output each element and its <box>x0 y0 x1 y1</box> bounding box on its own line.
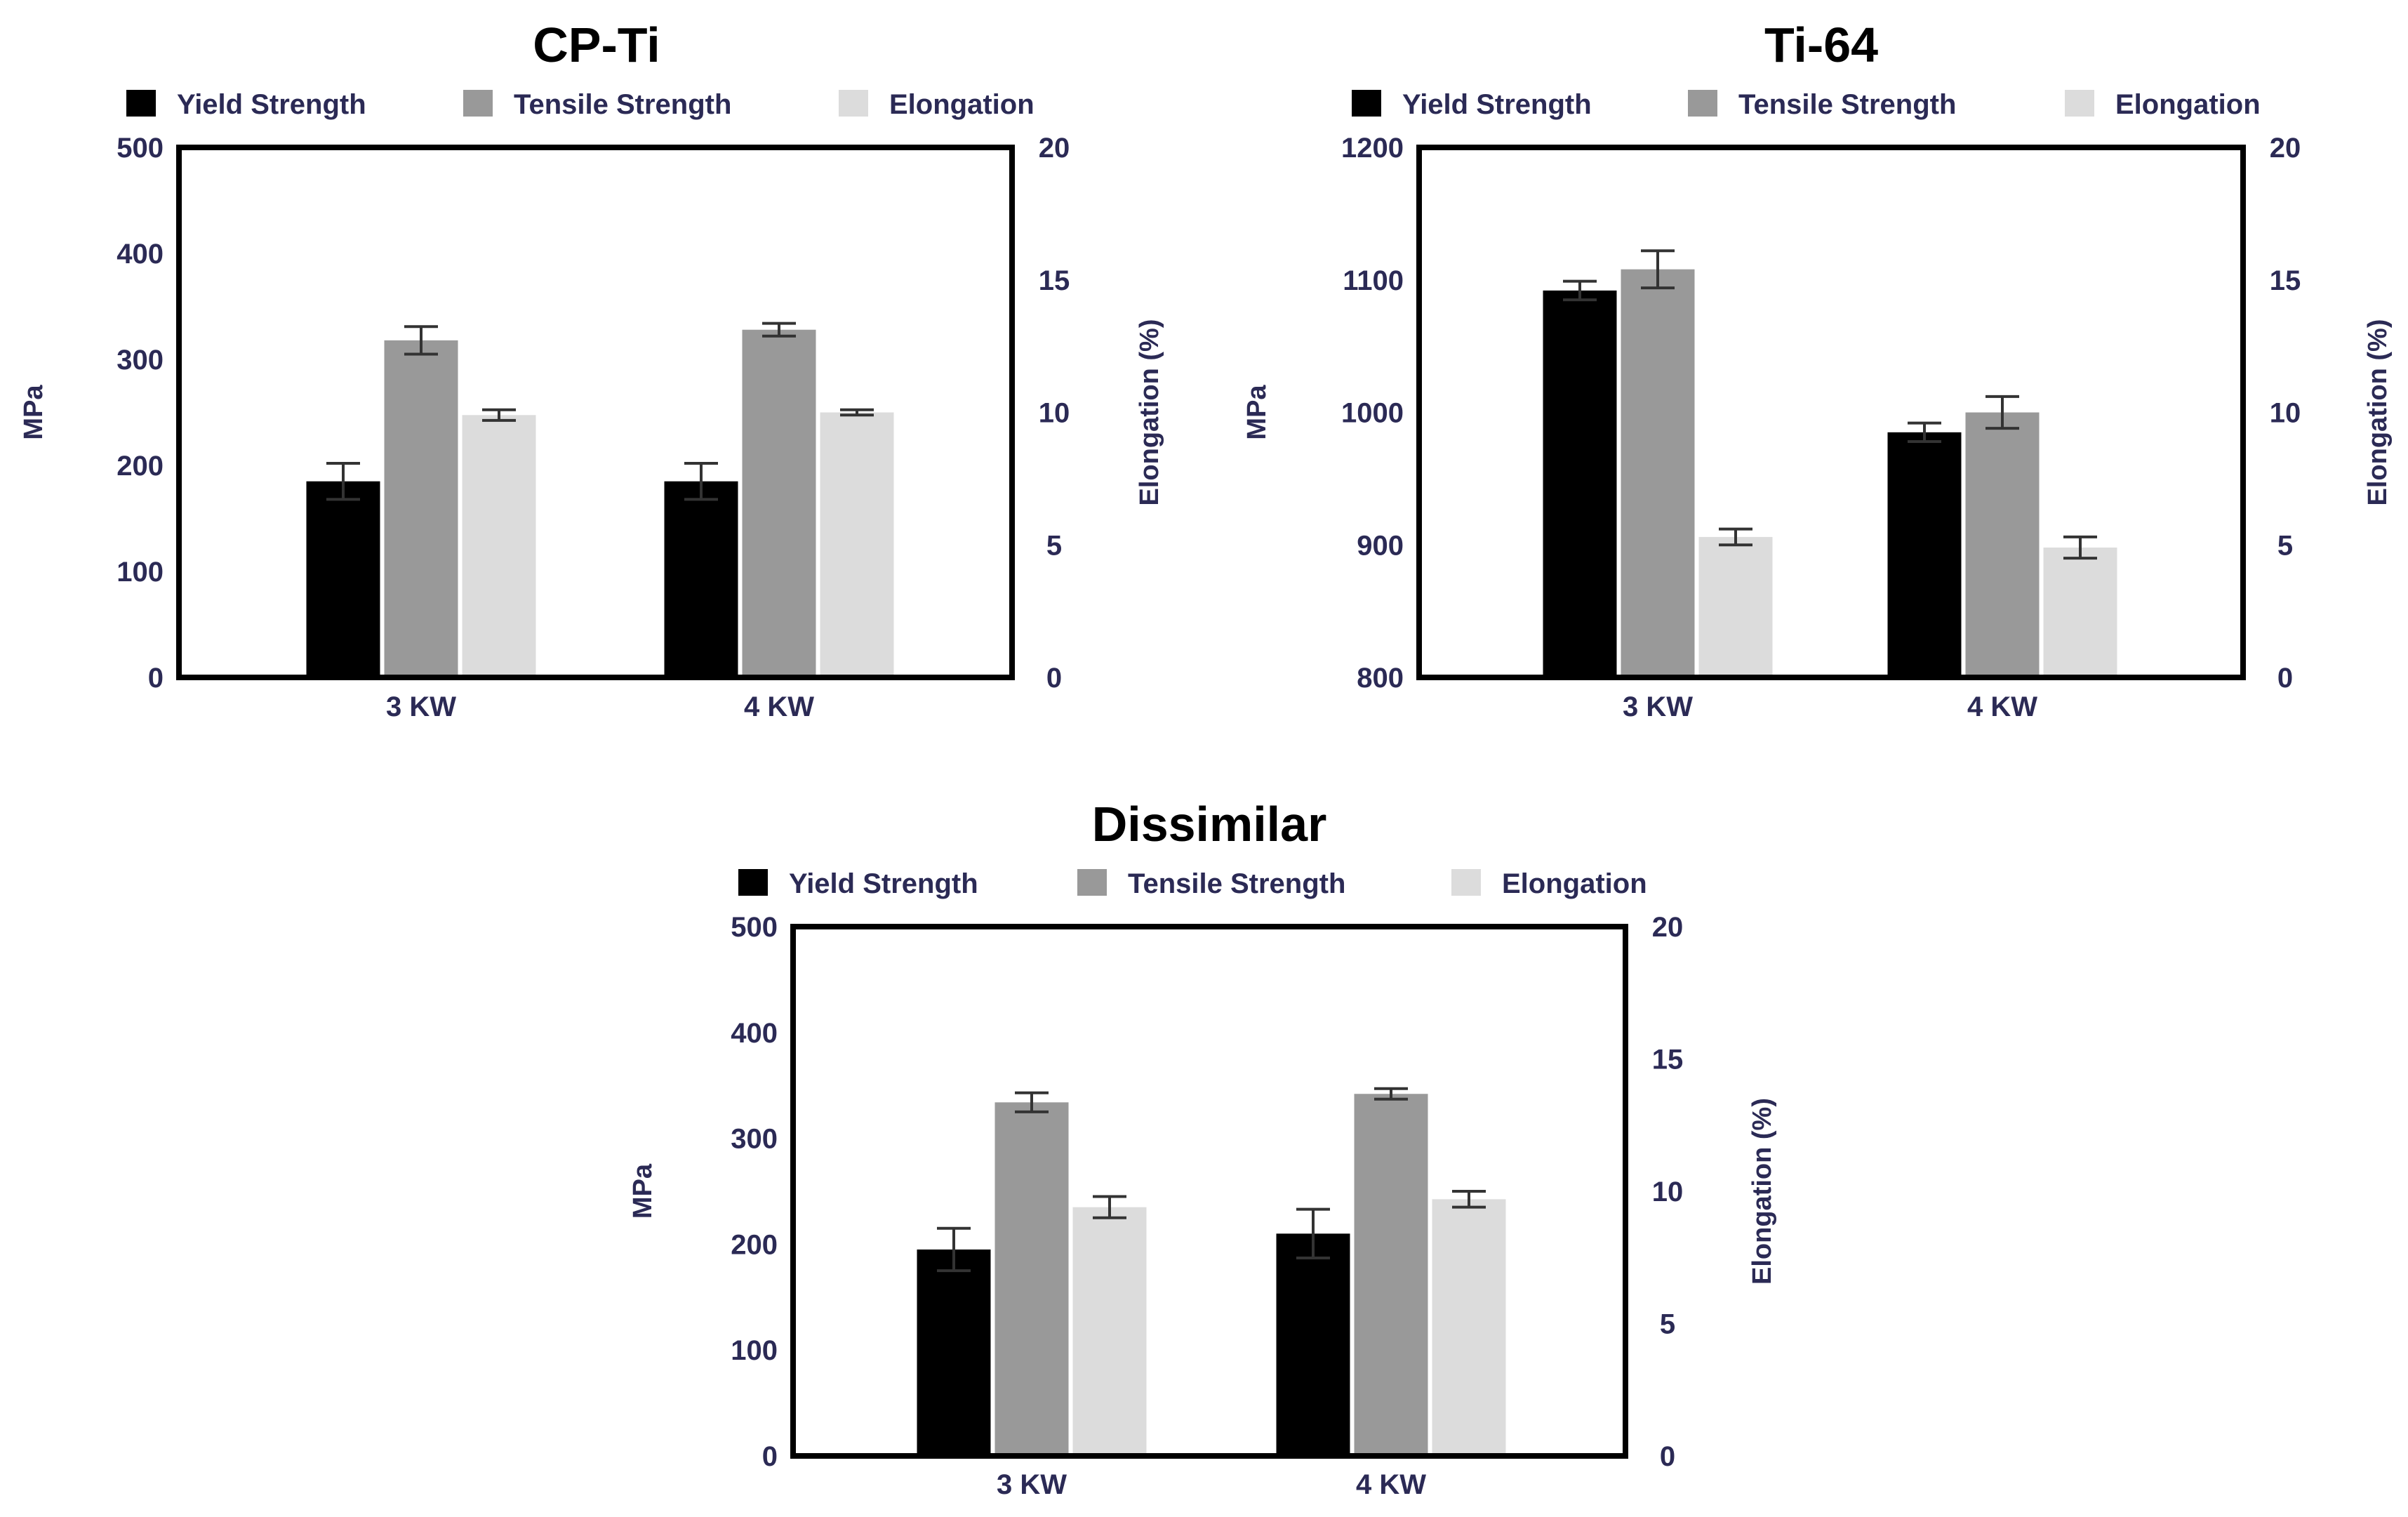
bar-tensile-3kw <box>995 1102 1069 1456</box>
y2-tick-label: 15 <box>2270 265 2301 296</box>
bar-elongation-3kw <box>462 415 536 677</box>
bar-tensile-4kw <box>742 329 816 677</box>
legend-swatch-tensile <box>463 90 493 117</box>
bar-elongation-4kw <box>2043 548 2117 677</box>
y2-tick-label: 20 <box>2270 133 2301 164</box>
chart-dissimilar: Dissimilar Yield Strength Tensile Strength… <box>628 797 1777 1500</box>
bar-yield-4kw <box>1276 1233 1350 1456</box>
legend-label-elongation: Elongation <box>889 89 1035 120</box>
chart-title: Ti-64 <box>1764 18 1878 72</box>
category-label: 4 KW <box>744 691 814 722</box>
category-label: 3 KW <box>1623 691 1693 722</box>
chart-cp-ti: CP-Ti Yield Strength Tensile Strength Elong… <box>19 18 1164 722</box>
y-tick-label: 500 <box>117 133 164 164</box>
y2-tick-label: 5 <box>2277 530 2293 561</box>
y-tick-label: 1200 <box>1341 133 1404 164</box>
legend-swatch-yield <box>738 869 768 896</box>
bar-yield-4kw <box>664 481 738 677</box>
bar-yield-3kw <box>1543 290 1617 678</box>
y-tick-label: 400 <box>117 239 164 270</box>
bar-elongation-4kw <box>820 412 894 677</box>
y2-tick-label: 10 <box>2270 398 2301 429</box>
bar-tensile-3kw <box>384 340 458 677</box>
chart-title: CP-Ti <box>533 18 660 72</box>
legend-label-elongation: Elongation <box>1502 868 1647 899</box>
y-tick-label: 900 <box>1357 530 1404 561</box>
legend-swatch-tensile <box>1077 869 1107 896</box>
y2-tick-label: 15 <box>1652 1045 1684 1075</box>
category-label: 3 KW <box>997 1469 1067 1500</box>
y2-tick-label: 15 <box>1039 265 1070 296</box>
y-tick-label: 200 <box>731 1229 778 1260</box>
y-tick-label: 1100 <box>1343 265 1404 296</box>
bar-tensile-4kw <box>1354 1094 1428 1456</box>
y2-axis-label: Elongation (%) <box>2363 319 2393 506</box>
y2-tick-label: 5 <box>1046 530 1062 561</box>
chart-title: Dissimilar <box>1092 797 1327 852</box>
y2-tick-label: 0 <box>1660 1441 1675 1472</box>
legend-label-yield: Yield Strength <box>789 868 978 899</box>
y-axis-label: MPa <box>628 1163 658 1219</box>
y-tick-label: 200 <box>117 451 164 482</box>
y2-axis-label: Elongation (%) <box>1135 319 1164 506</box>
bar-yield-3kw <box>306 481 380 677</box>
y-axis-label: MPa <box>1242 385 1272 440</box>
bar-elongation-3kw <box>1698 536 1773 677</box>
y2-tick-label: 10 <box>1039 398 1070 429</box>
y2-tick-label: 10 <box>1652 1177 1684 1207</box>
y2-tick-label: 5 <box>1660 1309 1675 1340</box>
y2-axis-label: Elongation (%) <box>1748 1098 1777 1285</box>
bar-yield-3kw <box>917 1249 991 1456</box>
y-tick-label: 800 <box>1357 663 1404 694</box>
y-tick-label: 0 <box>148 663 164 694</box>
legend-label-yield: Yield Strength <box>1402 89 1592 120</box>
legend-swatch-yield <box>1352 90 1381 117</box>
legend-swatch-elongation <box>1451 869 1481 896</box>
legend-swatch-elongation <box>839 90 868 117</box>
legend-label-yield: Yield Strength <box>177 89 366 120</box>
legend-label-elongation: Elongation <box>2115 89 2261 120</box>
y-tick-label: 500 <box>731 912 778 943</box>
legend-label-tensile: Tensile Strength <box>514 89 731 120</box>
chart-ti-64: Ti-64 Yield Strength Tensile Strength Elong… <box>1242 18 2393 722</box>
y2-tick-label: 0 <box>2277 663 2293 694</box>
y2-tick-label: 20 <box>1652 912 1684 943</box>
bar-elongation-4kw <box>1432 1199 1506 1456</box>
y-tick-label: 1000 <box>1341 398 1404 429</box>
bar-tensile-3kw <box>1621 269 1695 677</box>
plot-frame <box>176 145 1015 680</box>
y-tick-label: 300 <box>731 1124 778 1155</box>
y2-tick-label: 20 <box>1039 133 1070 164</box>
y-axis-label: MPa <box>19 385 48 440</box>
bar-yield-4kw <box>1887 432 1962 677</box>
bar-elongation-3kw <box>1072 1207 1147 1456</box>
legend-swatch-yield <box>126 90 156 117</box>
y-tick-label: 100 <box>117 557 164 588</box>
category-label: 3 KW <box>386 691 456 722</box>
category-label: 4 KW <box>1356 1469 1426 1500</box>
plot-frame <box>790 924 1628 1459</box>
bar-tensile-4kw <box>1965 412 2040 677</box>
legend-label-tensile: Tensile Strength <box>1738 89 1956 120</box>
y2-tick-label: 0 <box>1046 663 1062 694</box>
legend-label-tensile: Tensile Strength <box>1128 868 1345 899</box>
y-tick-label: 100 <box>731 1335 778 1366</box>
y-tick-label: 400 <box>731 1018 778 1049</box>
category-label: 4 KW <box>1967 691 2037 722</box>
legend-swatch-tensile <box>1688 90 1717 117</box>
y-tick-label: 0 <box>762 1441 778 1472</box>
y-tick-label: 300 <box>117 345 164 376</box>
plot-frame <box>1416 145 2246 680</box>
legend-swatch-elongation <box>2065 90 2094 117</box>
